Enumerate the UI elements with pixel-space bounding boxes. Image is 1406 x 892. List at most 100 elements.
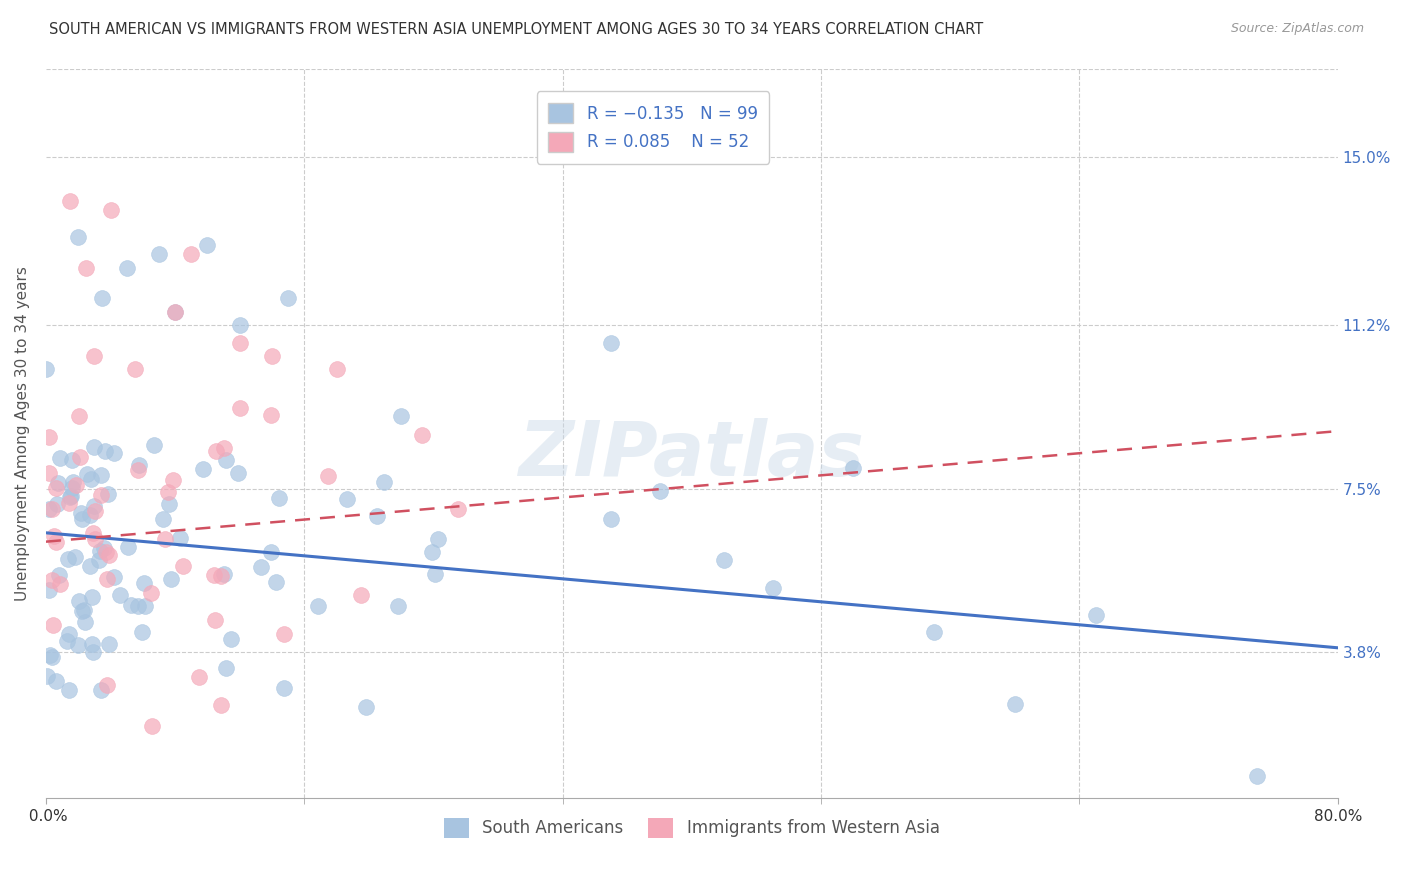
Point bbox=[260, 408, 283, 422]
Point bbox=[45, 674, 67, 689]
Point bbox=[38, 430, 60, 444]
Point bbox=[411, 428, 433, 442]
Point bbox=[204, 613, 226, 627]
Point bbox=[58, 683, 80, 698]
Point bbox=[69, 450, 91, 464]
Point bbox=[45, 481, 67, 495]
Point bbox=[141, 719, 163, 733]
Point bbox=[80, 637, 103, 651]
Point bbox=[228, 401, 250, 415]
Point bbox=[156, 484, 179, 499]
Point bbox=[60, 481, 83, 495]
Point bbox=[48, 568, 70, 582]
Point bbox=[46, 476, 69, 491]
Point bbox=[56, 551, 79, 566]
Point bbox=[249, 560, 271, 574]
Point bbox=[82, 525, 104, 540]
Point bbox=[72, 604, 94, 618]
Point bbox=[59, 194, 82, 209]
Point bbox=[922, 625, 945, 640]
Point bbox=[153, 532, 176, 546]
Point bbox=[273, 681, 295, 695]
Point bbox=[84, 504, 107, 518]
Point bbox=[73, 603, 96, 617]
Point bbox=[269, 491, 291, 505]
Point bbox=[226, 466, 249, 480]
Point bbox=[762, 581, 785, 595]
Point bbox=[100, 202, 122, 217]
Point bbox=[46, 497, 69, 511]
Point bbox=[108, 588, 131, 602]
Point bbox=[79, 508, 101, 522]
Point bbox=[1084, 607, 1107, 622]
Point bbox=[96, 572, 118, 586]
Point bbox=[79, 558, 101, 573]
Point bbox=[447, 502, 470, 516]
Point bbox=[90, 682, 112, 697]
Point bbox=[67, 594, 90, 608]
Point bbox=[197, 238, 219, 252]
Point bbox=[191, 461, 214, 475]
Point bbox=[209, 698, 232, 712]
Point bbox=[221, 632, 243, 646]
Point bbox=[98, 637, 121, 651]
Point bbox=[229, 335, 252, 350]
Point bbox=[38, 502, 60, 516]
Point bbox=[152, 512, 174, 526]
Point bbox=[648, 484, 671, 499]
Point bbox=[420, 545, 443, 559]
Point bbox=[427, 532, 450, 546]
Point bbox=[93, 541, 115, 556]
Point bbox=[307, 599, 329, 614]
Point bbox=[1004, 698, 1026, 712]
Point bbox=[600, 335, 623, 350]
Point bbox=[204, 444, 226, 458]
Point bbox=[316, 469, 339, 483]
Point bbox=[94, 444, 117, 458]
Point bbox=[35, 361, 58, 376]
Point bbox=[713, 553, 735, 567]
Point bbox=[80, 472, 103, 486]
Point bbox=[139, 586, 162, 600]
Point bbox=[83, 500, 105, 514]
Point bbox=[212, 441, 235, 455]
Point bbox=[41, 574, 63, 588]
Point bbox=[120, 599, 142, 613]
Point bbox=[134, 599, 156, 613]
Point bbox=[63, 550, 86, 565]
Point bbox=[103, 446, 125, 460]
Point bbox=[366, 508, 388, 523]
Point bbox=[127, 599, 149, 613]
Point bbox=[70, 507, 93, 521]
Point bbox=[59, 490, 82, 504]
Point bbox=[65, 478, 87, 492]
Point bbox=[94, 545, 117, 559]
Point bbox=[128, 458, 150, 472]
Point bbox=[90, 488, 112, 502]
Point bbox=[117, 541, 139, 555]
Point bbox=[160, 572, 183, 586]
Point bbox=[49, 451, 72, 466]
Point bbox=[58, 496, 80, 510]
Text: SOUTH AMERICAN VS IMMIGRANTS FROM WESTERN ASIA UNEMPLOYMENT AMONG AGES 30 TO 34 : SOUTH AMERICAN VS IMMIGRANTS FROM WESTER… bbox=[49, 22, 983, 37]
Y-axis label: Unemployment Among Ages 30 to 34 years: Unemployment Among Ages 30 to 34 years bbox=[15, 266, 30, 601]
Point bbox=[80, 590, 103, 604]
Point bbox=[41, 650, 63, 665]
Point bbox=[131, 624, 153, 639]
Point bbox=[132, 576, 155, 591]
Point bbox=[91, 292, 114, 306]
Point bbox=[356, 700, 378, 714]
Point bbox=[67, 229, 90, 244]
Point bbox=[62, 453, 84, 467]
Point bbox=[180, 247, 202, 261]
Point bbox=[169, 531, 191, 545]
Point bbox=[89, 544, 111, 558]
Point bbox=[215, 661, 238, 675]
Point bbox=[58, 627, 80, 641]
Point bbox=[83, 349, 105, 363]
Point bbox=[45, 535, 67, 549]
Point bbox=[187, 670, 209, 684]
Point bbox=[162, 473, 184, 487]
Point bbox=[38, 466, 60, 480]
Point bbox=[37, 669, 59, 683]
